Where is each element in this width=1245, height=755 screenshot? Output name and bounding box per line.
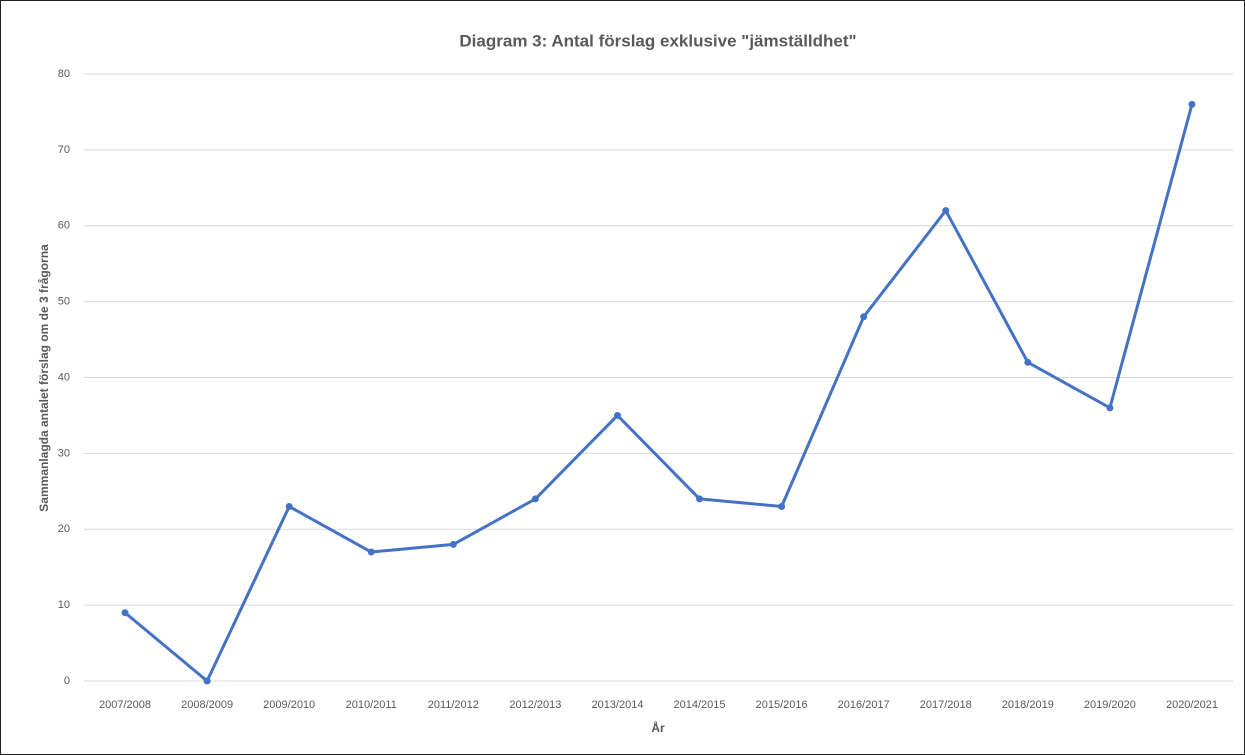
- chart-title: Diagram 3: Antal förslag exklusive "jäms…: [459, 31, 856, 50]
- data-point: [285, 502, 293, 510]
- y-axis-label: Sammanlagda antalet förslag om de 3 fråg…: [37, 244, 51, 512]
- y-tick-label: 70: [58, 144, 70, 156]
- x-tick-label: 2018/2019: [1002, 699, 1054, 711]
- data-point: [367, 548, 375, 556]
- x-tick-label: 2011/2012: [428, 699, 479, 711]
- x-axis-label: År: [651, 720, 665, 735]
- x-tick-label: 2015/2016: [756, 699, 808, 711]
- data-point: [449, 540, 457, 548]
- x-tick-label: 2012/2013: [509, 699, 561, 711]
- y-tick-label: 50: [58, 296, 70, 308]
- data-point: [613, 411, 621, 419]
- x-tick-label: 2020/2021: [1166, 699, 1218, 711]
- data-point: [203, 677, 211, 685]
- data-point: [1106, 404, 1114, 412]
- data-point: [531, 495, 539, 503]
- y-tick-label: 10: [58, 599, 70, 611]
- y-tick-label: 30: [58, 447, 70, 459]
- x-tick-label: 2019/2020: [1084, 699, 1136, 711]
- data-point: [778, 502, 786, 510]
- y-tick-label: 40: [58, 371, 70, 383]
- x-tick-label: 2017/2018: [920, 699, 972, 711]
- y-tick-label: 20: [58, 523, 70, 535]
- x-tick-label: 2016/2017: [838, 699, 890, 711]
- x-tick-label: 2014/2015: [674, 699, 726, 711]
- data-point: [942, 207, 950, 215]
- data-point: [1188, 100, 1196, 108]
- y-tick-label: 0: [64, 675, 70, 687]
- data-line: [124, 103, 1194, 683]
- x-tick-label: 2013/2014: [591, 699, 643, 711]
- x-tick-label: 2008/2009: [181, 699, 233, 711]
- x-tick-label: 2010/2011: [346, 699, 397, 711]
- data-point: [121, 609, 129, 617]
- x-tick-label: 2007/2008: [99, 699, 151, 711]
- data-point: [696, 495, 704, 503]
- x-tick-label: 2009/2010: [263, 699, 315, 711]
- y-tick-label: 80: [58, 68, 70, 80]
- data-point: [860, 313, 868, 321]
- y-tick-label: 60: [58, 220, 70, 232]
- data-point: [1024, 358, 1032, 366]
